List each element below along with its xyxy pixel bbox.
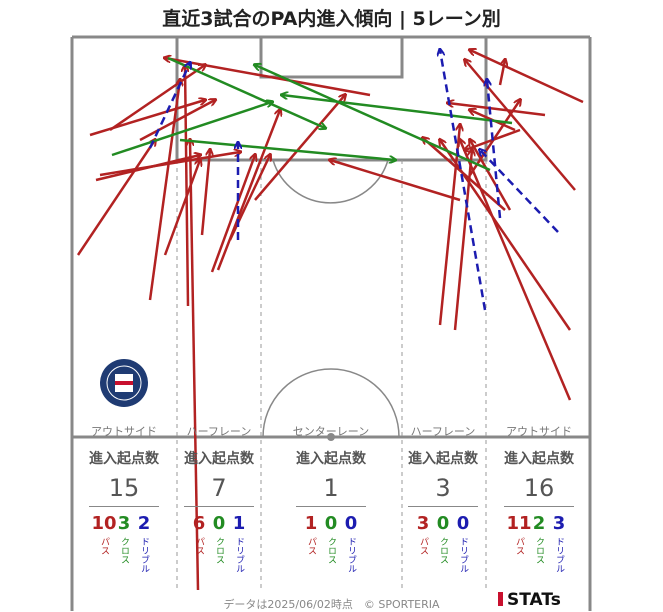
- lane-stats-header: 進入起点数: [504, 451, 574, 467]
- cross-arrow: [282, 95, 513, 125]
- lane-label-halfspace-right: ハーフレーン: [410, 425, 476, 438]
- lane-stats-header: 進入起点数: [408, 451, 478, 467]
- club-logo-ring: [106, 365, 142, 401]
- pass-arrow: [470, 50, 584, 104]
- dribble-count: 1: [232, 513, 246, 534]
- cross-arrow: [255, 65, 491, 172]
- chart-title: 直近3試合のPA内進入傾向 | 5レーン別: [162, 8, 501, 30]
- brand-logo: STATs: [498, 590, 561, 610]
- lane-stats-halfspace-right: 進入起点数 3 3 パス 0 クロス 0 ドリブル: [393, 448, 493, 573]
- lane-label-center: センターレーン: [292, 425, 370, 438]
- pass-arrow: [448, 103, 546, 117]
- pass-count: 6: [192, 513, 206, 534]
- lane-stats-header: 進入起点数: [89, 451, 159, 467]
- pass-count: 11: [506, 513, 532, 534]
- pass-arrow: [254, 95, 345, 201]
- centre-circle: [262, 368, 400, 438]
- dribble-arrow: [148, 63, 190, 149]
- pass-arrow: [460, 140, 572, 401]
- pass-count: 10: [91, 513, 117, 534]
- pass-arrow: [453, 150, 472, 331]
- cross-count: 0: [436, 513, 450, 534]
- dribble-label: ドリブル: [346, 537, 356, 573]
- lane-total: 7: [184, 474, 254, 507]
- goal-area: [259, 35, 404, 79]
- cross-count: 0: [324, 513, 338, 534]
- brand-name: STATs: [507, 590, 561, 610]
- penalty-arc: [272, 159, 389, 204]
- pass-arrow: [228, 155, 270, 241]
- lane-stats-header: 進入起点数: [296, 451, 366, 467]
- pass-arrow: [470, 140, 512, 211]
- pass-label: パス: [418, 537, 428, 555]
- lane-total: 15: [89, 474, 159, 507]
- cross-label: クロス: [534, 537, 544, 564]
- lane-total: 3: [408, 474, 478, 507]
- dribble-label: ドリブル: [554, 537, 564, 573]
- cross-label: クロス: [214, 537, 224, 564]
- pass-arrow: [498, 60, 505, 86]
- pass-label: パス: [194, 537, 204, 555]
- club-logo: [100, 359, 148, 407]
- cross-arrow: [179, 138, 395, 160]
- cross-label: クロス: [119, 537, 129, 564]
- pass-arrow: [468, 100, 520, 176]
- lane-label-halfspace-left: ハーフレーン: [186, 425, 252, 438]
- dribble-arrow: [440, 50, 487, 311]
- footer-note: データは2025/06/02時点 © SPORTERIA: [223, 598, 440, 611]
- cross-label: クロス: [326, 537, 336, 564]
- centre-spot: [327, 433, 335, 441]
- dribble-count: 0: [456, 513, 470, 534]
- dribble-label: ドリブル: [234, 537, 244, 573]
- pass-arrow: [185, 66, 190, 307]
- pass-count: 3: [416, 513, 430, 534]
- dribble-count: 2: [137, 513, 151, 534]
- pass-arrow: [423, 138, 506, 211]
- pass-label: パス: [99, 537, 109, 555]
- cross-label: クロス: [438, 537, 448, 564]
- cross-count: 0: [212, 513, 226, 534]
- dribble-label: ドリブル: [458, 537, 468, 573]
- lane-label-outside-right: アウトサイド: [506, 425, 572, 438]
- pass-arrow: [99, 152, 240, 177]
- pass-arrow: [163, 160, 200, 256]
- pass-arrow: [139, 100, 215, 142]
- pass-count: 1: [304, 513, 318, 534]
- lane-stats-header: 進入起点数: [184, 451, 254, 467]
- lane-stats-halfspace-left: 進入起点数 7 6 パス 0 クロス 1 ドリブル: [169, 448, 269, 573]
- pass-arrow: [210, 155, 255, 273]
- lane-stats-outside-left: 進入起点数 15 10 パス 3 クロス 2 ドリブル: [74, 448, 174, 573]
- cross-arrow: [167, 56, 325, 128]
- dribble-label: ドリブル: [139, 537, 149, 573]
- pass-arrow: [76, 140, 155, 256]
- pass-arrow: [330, 160, 461, 202]
- dribble-count: 3: [552, 513, 566, 534]
- pass-arrow: [465, 60, 576, 191]
- pass-arrow: [200, 150, 210, 236]
- lane-stats-outside-right: 進入起点数 16 11 パス 2 クロス 3 ドリブル: [489, 448, 589, 573]
- cross-arrow: [111, 102, 272, 157]
- pass-label: パス: [306, 537, 316, 555]
- lane-total: 1: [296, 474, 366, 507]
- pass-arrow: [89, 100, 205, 137]
- club-logo-emblem-stripe: [115, 381, 133, 385]
- cross-count: 3: [117, 513, 131, 534]
- pass-arrow: [148, 80, 180, 301]
- pass-arrow: [216, 110, 280, 271]
- dribble-arrow: [480, 150, 559, 233]
- pass-arrow: [165, 58, 371, 97]
- lane-stats-center: 進入起点数 1 1 パス 0 クロス 0 ドリブル: [281, 448, 381, 573]
- pass-arrow: [190, 140, 200, 591]
- pass-arrow: [109, 65, 205, 132]
- lane-label-outside-left: アウトサイド: [91, 425, 157, 438]
- lane-total: 16: [504, 474, 574, 507]
- dribble-count: 0: [344, 513, 358, 534]
- pass-label: パス: [514, 537, 524, 555]
- brand-mark-icon: [498, 592, 503, 606]
- cross-count: 2: [532, 513, 546, 534]
- dribble-arrow: [487, 80, 502, 219]
- pass-arrow: [438, 125, 460, 326]
